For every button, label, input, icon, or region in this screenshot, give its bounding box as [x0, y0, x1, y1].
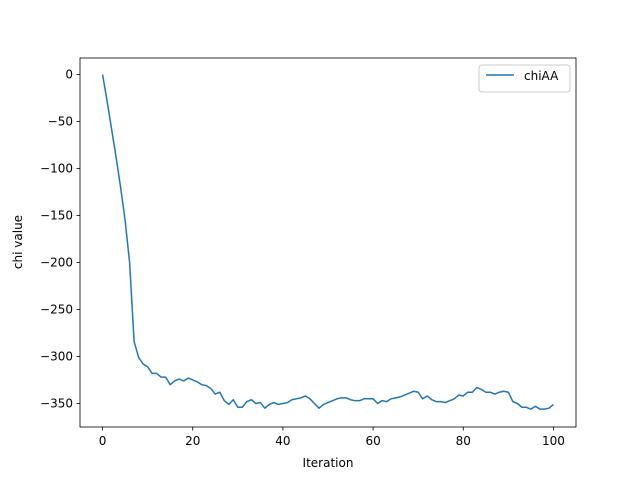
y-axis-label: chi value — [11, 215, 25, 269]
x-axis-label: Iteration — [303, 456, 354, 470]
y-ticks: 0 −50 −100 −150 −200 −250 −300 −350 — [40, 67, 80, 410]
legend-box — [478, 64, 571, 93]
y-tick-label: −200 — [40, 255, 73, 269]
y-tick-label: −150 — [40, 208, 73, 222]
y-tick-label: −300 — [40, 349, 73, 363]
x-tick-label: 100 — [542, 434, 565, 448]
y-tick-label: 0 — [65, 67, 73, 81]
x-tick-label: 20 — [185, 434, 200, 448]
x-ticks: 0 20 40 60 80 100 — [99, 427, 565, 448]
series-layer — [101, 74, 554, 410]
y-tick-label: −350 — [40, 396, 73, 410]
series-line-chiAA — [101, 74, 554, 410]
x-tick-label: 40 — [275, 434, 290, 448]
x-tick-label: 80 — [456, 434, 471, 448]
x-tick-label: 60 — [365, 434, 380, 448]
x-tick-label: 0 — [99, 434, 107, 448]
y-tick-label: −50 — [48, 114, 73, 128]
y-tick-label: −250 — [40, 302, 73, 316]
legend: chiAA — [478, 64, 571, 93]
legend-label-chiAA: chiAA — [524, 69, 559, 83]
plot-frame — [79, 57, 577, 428]
y-tick-label: −100 — [40, 161, 73, 175]
plot-area — [80, 58, 576, 427]
